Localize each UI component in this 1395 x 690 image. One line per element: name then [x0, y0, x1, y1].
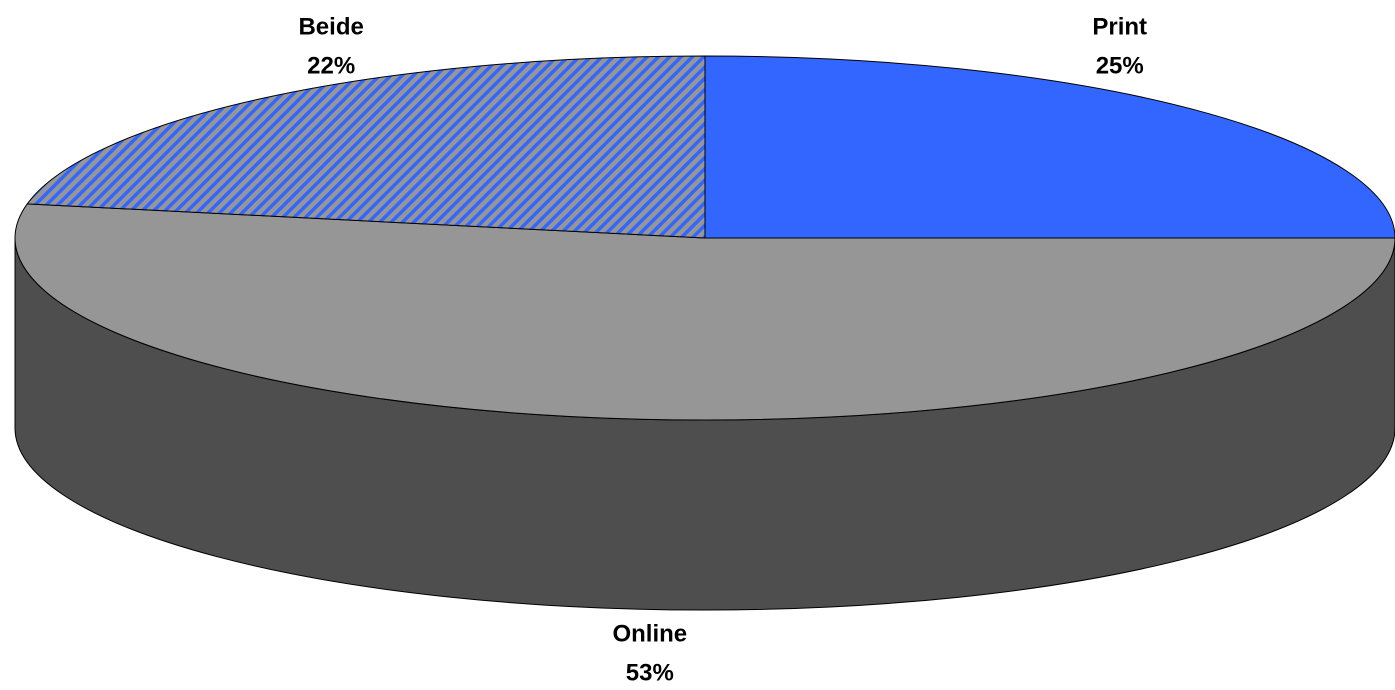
value-label: 53% [626, 659, 674, 686]
category-label: Print [1092, 13, 1147, 40]
category-label: Beide [298, 13, 363, 40]
category-label: Online [612, 620, 687, 647]
value-label: 22% [307, 52, 355, 79]
slice [14, 203, 1395, 421]
slice [26, 55, 706, 239]
value-label: 25% [1096, 52, 1144, 79]
slice [704, 55, 1395, 239]
